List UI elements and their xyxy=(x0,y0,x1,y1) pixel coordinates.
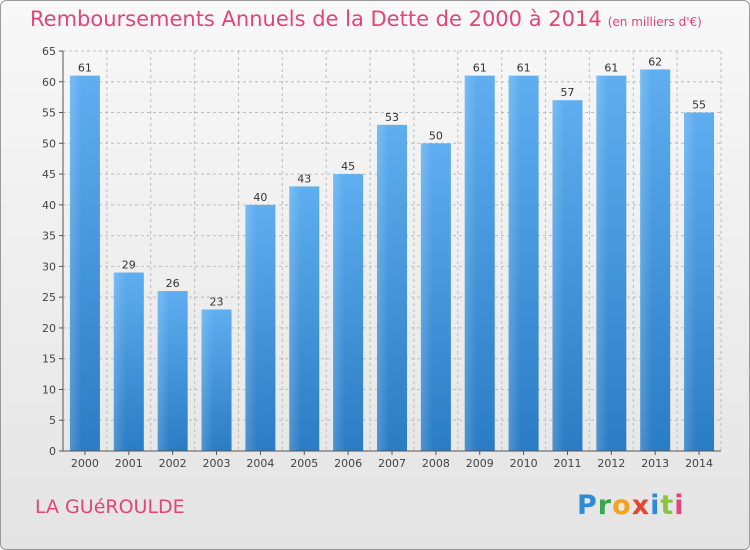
bar-highlight xyxy=(420,143,451,452)
proxiti-logo[interactable]: Proxiti xyxy=(577,490,685,521)
bar-highlight xyxy=(464,75,495,451)
bar-highlight xyxy=(113,272,144,451)
bar-highlight xyxy=(201,309,232,451)
bar-highlight xyxy=(333,174,364,452)
y-tick-label: 0 xyxy=(49,445,56,458)
y-tick-label: 15 xyxy=(42,353,56,366)
x-tick-label-2009: 2009 xyxy=(466,457,494,470)
bar-highlight xyxy=(596,75,627,451)
x-tick-label-2008: 2008 xyxy=(422,457,450,470)
y-tick-label: 65 xyxy=(42,45,56,58)
y-tick-label: 55 xyxy=(42,107,56,120)
chart-unit: (en milliers d'€) xyxy=(607,15,702,29)
data-label-2001: 29 xyxy=(122,259,136,272)
axes: 0 5 10 15 20 25 30 35 40 45 50 55 60 65 2000 2001 2002 20… xyxy=(42,45,721,470)
chart-title: Remboursements Annuels de la Dette de 20… xyxy=(30,7,702,31)
y-tick-label: 20 xyxy=(42,322,56,335)
y-tick-label: 10 xyxy=(42,383,56,396)
bar-highlight xyxy=(245,204,276,451)
y-tick-label: 30 xyxy=(42,260,56,273)
x-tick-label-2014: 2014 xyxy=(685,457,713,470)
x-tick-label-2003: 2003 xyxy=(203,457,231,470)
data-label-2010: 61 xyxy=(517,62,531,75)
bar-highlight xyxy=(377,124,407,451)
x-tick-label-2001: 2001 xyxy=(115,457,143,470)
x-tick-label-2002: 2002 xyxy=(159,457,187,470)
x-tick-label-2005: 2005 xyxy=(290,457,318,470)
data-label-2000: 61 xyxy=(78,62,92,75)
x-tick-label-2013: 2013 xyxy=(641,457,669,470)
chart-title-text: Remboursements Annuels de la Dette de 20… xyxy=(30,7,602,31)
data-label-2011: 57 xyxy=(560,86,574,99)
bar-highlight xyxy=(69,75,100,451)
commune-name: LA GUéROULDE xyxy=(35,496,185,518)
y-tick-label: 50 xyxy=(42,137,56,150)
bar-highlight xyxy=(157,291,188,451)
data-label-2009: 61 xyxy=(473,62,487,75)
y-tick-label: 35 xyxy=(42,230,56,243)
bar-highlight xyxy=(289,186,320,451)
data-label-2006: 45 xyxy=(341,160,355,173)
data-label-2004: 40 xyxy=(253,191,267,204)
data-label-2002: 26 xyxy=(166,277,180,290)
data-label-2005: 43 xyxy=(297,172,311,185)
bar-highlight xyxy=(684,112,715,452)
x-tick-label-2000: 2000 xyxy=(71,457,99,470)
bar-highlight xyxy=(508,75,539,451)
data-label-2007: 53 xyxy=(385,111,399,124)
y-tick-label: 60 xyxy=(42,76,56,89)
y-tick-label: 25 xyxy=(42,291,56,304)
y-tick-label: 45 xyxy=(42,168,56,181)
x-tick-label-2010: 2010 xyxy=(510,457,538,470)
bar-highlight xyxy=(640,69,671,451)
data-label-2008: 50 xyxy=(429,129,443,142)
y-tick-label: 5 xyxy=(49,414,56,427)
data-label-2014: 55 xyxy=(692,99,706,112)
x-tick-label-2006: 2006 xyxy=(334,457,362,470)
data-label-2003: 23 xyxy=(210,295,224,308)
x-tick-label-2011: 2011 xyxy=(553,457,581,470)
x-tick-label-2007: 2007 xyxy=(378,457,406,470)
data-label-2012: 61 xyxy=(604,62,618,75)
bar-highlight xyxy=(552,100,583,451)
data-label-2013: 62 xyxy=(648,55,662,68)
x-tick-label-2004: 2004 xyxy=(246,457,274,470)
bars: 61 29 26 23 40 43 45 53 50 61 61 57 61 62 55 xyxy=(69,55,715,452)
y-tick-label: 40 xyxy=(42,199,56,212)
x-tick-label-2012: 2012 xyxy=(597,457,625,470)
